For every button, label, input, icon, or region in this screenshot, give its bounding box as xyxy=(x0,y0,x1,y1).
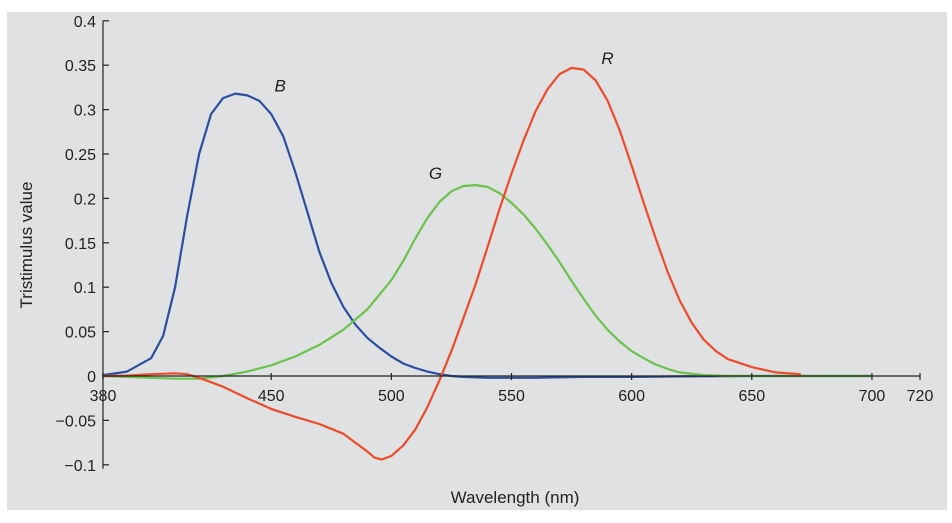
y-tick-label: 0.05 xyxy=(65,325,96,342)
y-tick-label: −0.1 xyxy=(64,458,96,475)
labels: B G R xyxy=(274,49,613,183)
y-tick-label: −0.05 xyxy=(56,413,97,430)
x-tick-label: 600 xyxy=(618,388,645,405)
x-axis-title: Wavelength (nm) xyxy=(451,488,580,507)
y-tick-label: 0.2 xyxy=(74,191,96,208)
x-tick-label: 450 xyxy=(258,388,285,405)
x-tick-label: 500 xyxy=(378,388,405,405)
x-tick-label: 700 xyxy=(859,388,886,405)
series-label-r: R xyxy=(601,49,613,68)
series-label-b: B xyxy=(274,77,285,96)
x-tick-label: 380 xyxy=(90,388,117,405)
series-label-g: G xyxy=(429,164,442,183)
x-tick-label: 720 xyxy=(907,388,934,405)
series-line-r xyxy=(101,66,801,461)
x-tick-label: 650 xyxy=(738,388,765,405)
y-tick-label: 0.25 xyxy=(65,147,96,164)
axes: 0.4 0.35 0.3 0.25 0.2 0.15 0.1 0.05 0 −0.05 −0.1 38… xyxy=(56,14,934,475)
y-tick-label: 0.4 xyxy=(74,14,96,31)
series-line-g xyxy=(101,184,873,380)
x-tick-label: 550 xyxy=(498,388,525,405)
y-tick-label: 0 xyxy=(87,369,96,386)
plot-background xyxy=(7,12,947,510)
y-tick-label: 0.1 xyxy=(74,280,96,297)
y-tick-label: 0.15 xyxy=(65,236,96,253)
y-tick-label: 0.3 xyxy=(74,103,96,120)
y-tick-label: 0.35 xyxy=(65,58,96,75)
y-axis-title: Tristimulus value xyxy=(17,182,36,309)
